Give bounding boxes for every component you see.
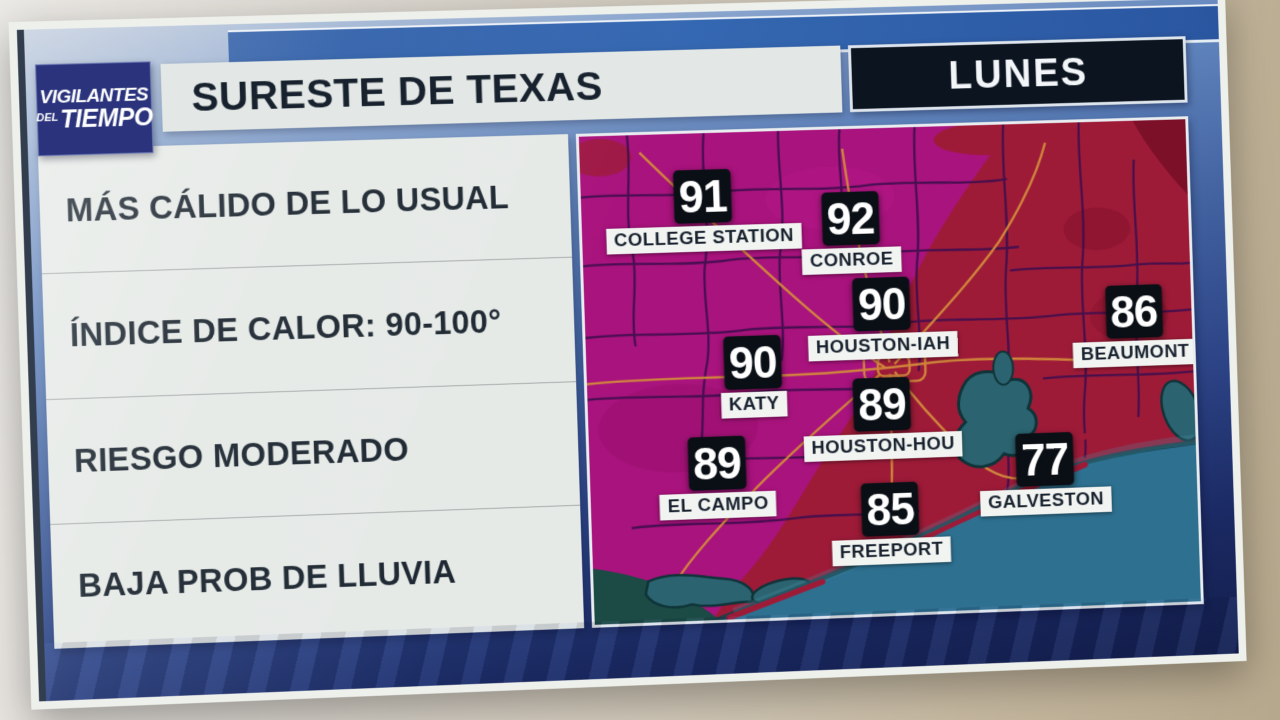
logo-line2-main: TIEMPO [59, 102, 154, 134]
panel-item: MÁS CÁLIDO DE LO USUAL [65, 178, 510, 229]
city-name-label: KATY [720, 390, 788, 419]
map-city-reading: 89 HOUSTON-HOU [803, 376, 964, 463]
map-city-reading: 92 CONROE [801, 191, 902, 276]
city-name-label: EL CAMPO [659, 491, 777, 521]
logo-line2: DELTIEMPO [36, 102, 154, 134]
map-city-reading: 90 HOUSTON-IAH [807, 276, 959, 362]
city-temperature: 91 [673, 168, 733, 224]
city-temperature: 86 [1104, 284, 1163, 339]
panel-item: BAJA PROB DE LLUVIA [50, 504, 585, 649]
city-temperature: 90 [723, 334, 783, 391]
broadcast-screen: VIGILANTES DELTIEMPO SURESTE DE TEXAS LU… [16, 0, 1239, 702]
city-temperature: 89 [852, 376, 912, 432]
vigilantes-del-tiempo-logo: VIGILANTES DELTIEMPO [34, 61, 154, 157]
forecast-panel: MÁS CÁLIDO DE LO USUAL ÍNDICE DE CALOR: 9… [37, 134, 585, 649]
map-city-reading: 91 COLLEGE STATION [605, 168, 803, 255]
map-city-reading: 90 KATY [720, 334, 788, 419]
tv-monitor: VIGILANTES DELTIEMPO SURESTE DE TEXAS LU… [8, 0, 1247, 710]
day-badge: LUNES [847, 36, 1188, 113]
map-city-reading: 89 EL CAMPO [659, 436, 777, 521]
city-temperature: 77 [1015, 432, 1074, 488]
logo-line2-small: DEL [36, 111, 59, 124]
city-temperature: 92 [820, 191, 880, 247]
map-city-reading: 77 GALVESTON [980, 432, 1113, 517]
map-city-reading: 86 BEAUMONT [1072, 284, 1198, 369]
weather-graphic: VIGILANTES DELTIEMPO SURESTE DE TEXAS LU… [34, 36, 1204, 649]
city-name-label: GALVESTON [980, 486, 1113, 517]
city-name-label: HOUSTON-IAH [807, 330, 959, 362]
content-row: MÁS CÁLIDO DE LO USUAL ÍNDICE DE CALOR: 9… [37, 116, 1204, 649]
panel-item: RIESGO MODERADO [46, 380, 581, 524]
map-city-reading: 85 FREEPORT [831, 481, 952, 567]
city-temperature: 90 [852, 276, 912, 332]
city-name-label: BEAUMONT [1072, 338, 1198, 369]
city-temperature: 89 [687, 436, 747, 492]
city-name-label: FREEPORT [831, 536, 952, 567]
weather-map: 91 COLLEGE STATION 92 CONROE 90 HOUSTON-… [575, 116, 1204, 628]
city-temperature: 85 [860, 481, 920, 537]
city-name-label: CONROE [801, 246, 902, 276]
panel-item: ÍNDICE DE CALOR: 90-100° [41, 256, 577, 399]
